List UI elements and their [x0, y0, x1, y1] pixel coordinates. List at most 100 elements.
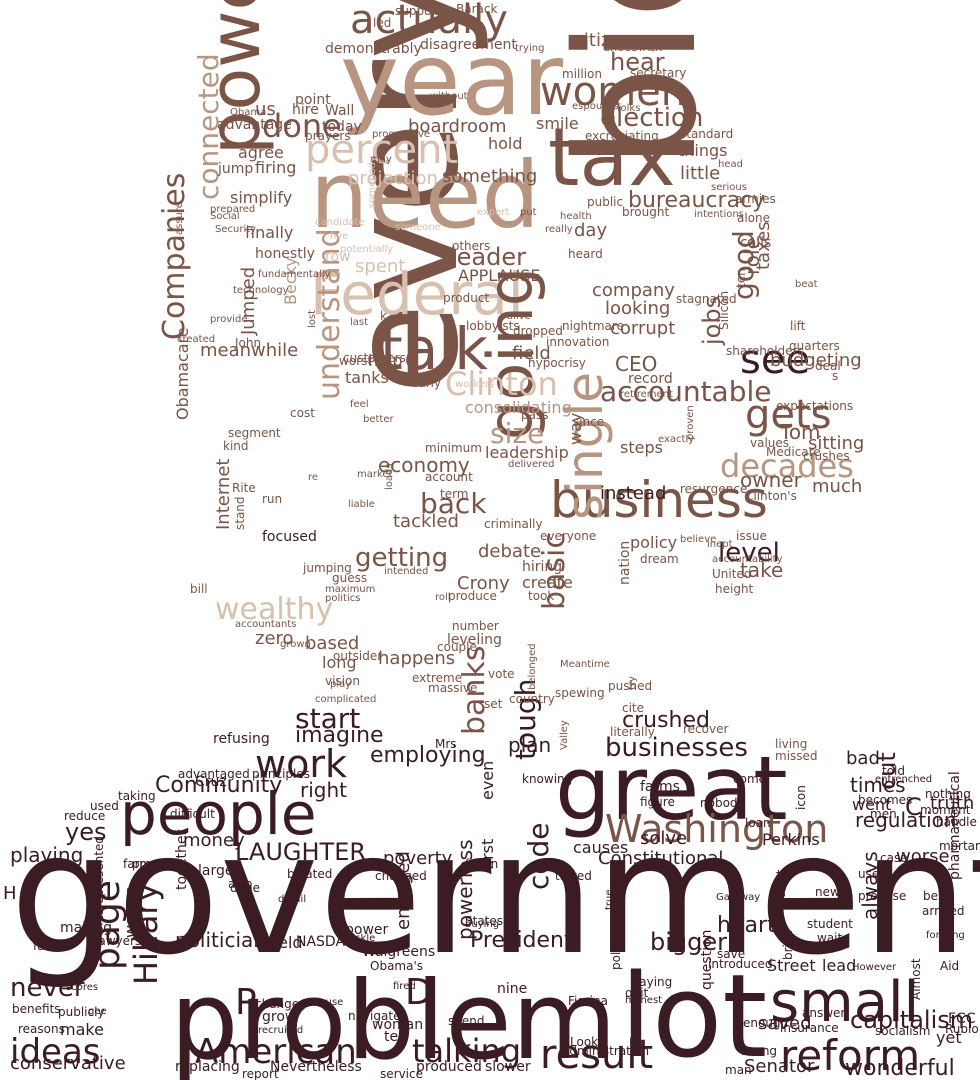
word-size: size — [490, 417, 545, 450]
word-highest: highest — [625, 995, 663, 1006]
word-us: us — [255, 99, 276, 120]
word-prayers: prayers — [305, 129, 351, 143]
word-cite: cite — [622, 701, 645, 715]
word-reasons: reasons — [18, 1022, 65, 1036]
word-couple: couple — [437, 640, 477, 654]
word-candidate: candidate — [315, 217, 365, 228]
word-honestly: honestly — [255, 246, 315, 262]
word-actually2: led — [373, 16, 392, 30]
word-believe: believe — [680, 534, 717, 545]
word-loan: loan — [745, 816, 771, 830]
word-saying: saying — [633, 975, 673, 989]
word-decades: decades — [720, 447, 854, 485]
word-loads: loads — [384, 463, 395, 490]
word-gets: gets — [745, 392, 832, 438]
word-states: States — [465, 914, 504, 928]
word-help: help — [368, 351, 403, 370]
word-dropped: dropped — [513, 324, 563, 338]
word-nasdaq: NASDAQ — [296, 934, 356, 950]
word-much: much — [812, 476, 863, 497]
word-accountability: accountability — [712, 554, 783, 565]
word-held: held — [268, 933, 303, 952]
word-crony: Crony — [457, 573, 510, 594]
word-start: start — [295, 702, 361, 735]
word-making: making — [60, 920, 112, 936]
word-aid: Aid — [940, 959, 960, 973]
word-support: support — [395, 4, 442, 18]
word-come: come — [733, 772, 767, 786]
word-case: case — [880, 851, 908, 865]
word-mrs: Mrs — [435, 737, 457, 751]
word-washington: Washington — [605, 807, 829, 851]
word-employing: employing — [370, 743, 486, 768]
word-went: went — [852, 795, 892, 814]
word-propose: propose — [858, 889, 907, 903]
word-expert: expert — [477, 207, 510, 218]
word-entrenched: entrenched — [875, 774, 933, 785]
word-assure: assure — [174, 202, 185, 235]
word-looking: looking — [605, 298, 671, 319]
word-introduced: introduced — [708, 957, 773, 971]
word-values: values — [750, 436, 790, 450]
word-last: last — [350, 317, 369, 328]
word-handle: handle — [936, 815, 977, 829]
word-mortar: mortar — [939, 839, 980, 853]
word-administration: administration — [562, 1044, 650, 1058]
word-year: year — [340, 21, 564, 138]
word-pass: pass — [521, 408, 549, 422]
word-walgreens: Walgreens — [362, 944, 436, 960]
word-internet: Internet — [213, 458, 234, 530]
word-cruz: Cruz — [195, 774, 227, 790]
word-corrupt: corrupt — [610, 318, 676, 339]
word-imagine: imagine — [295, 723, 384, 748]
word-jump: jump — [218, 161, 254, 177]
word-women: women — [540, 69, 687, 115]
word-h: H — [3, 883, 17, 904]
word-dime: dime — [230, 881, 261, 895]
word-bureaucracy: bureaucracy — [628, 188, 766, 213]
word-regulation: regulation — [855, 808, 957, 832]
word-quit: quit — [625, 986, 649, 1000]
word-economy: economy — [378, 453, 470, 477]
word-s: s — [832, 369, 839, 383]
word-student: student — [807, 917, 853, 931]
word-favors: favors — [33, 939, 71, 953]
word-government: government — [10, 796, 980, 992]
word-tackled: tackled — [393, 511, 459, 532]
word-refusing: refusing — [213, 731, 270, 747]
word-john: John — [235, 336, 262, 350]
word-product: product — [443, 291, 490, 305]
word-jumping: jumping — [303, 561, 352, 575]
word-times: times — [850, 773, 906, 797]
word-demonstrably: demonstrably — [325, 41, 422, 57]
word-innovation: innovation — [546, 335, 610, 349]
word-obamas: Obama's — [370, 959, 424, 973]
word-nobody: nobody — [700, 796, 745, 810]
word-rite: Rite — [232, 481, 256, 495]
word-everyone: everyone — [540, 529, 597, 543]
word-sitting: sitting — [808, 433, 865, 454]
word-hire: hire — [292, 102, 319, 118]
word-attract: attract — [774, 869, 788, 910]
word-calls: calls — [740, 235, 772, 251]
word-secretary: secretary — [630, 66, 687, 80]
word-changed: changed — [375, 869, 427, 883]
word-replacing: replacing — [175, 1059, 240, 1075]
word-standard: standard — [680, 127, 734, 141]
word-shareholders: shareholders — [726, 344, 804, 358]
word-forming: forming — [926, 930, 965, 941]
word-difficult: difficult — [170, 807, 215, 821]
word-bigger: bigger — [650, 928, 728, 956]
word-policy: policy — [630, 533, 678, 552]
word-politics: politics — [325, 593, 361, 604]
word-answer: answer — [802, 1006, 846, 1020]
word-silicon: Silicon — [717, 290, 731, 330]
word-grown: grown — [280, 639, 311, 650]
word-five: five — [330, 231, 349, 242]
word-taking: taking — [118, 789, 156, 803]
word-ten: ten — [734, 268, 748, 288]
word-dream: dream — [640, 552, 679, 566]
word-firing: firing — [255, 158, 297, 177]
word-guess: guess — [332, 571, 368, 585]
word-becky: Becky — [281, 257, 300, 305]
